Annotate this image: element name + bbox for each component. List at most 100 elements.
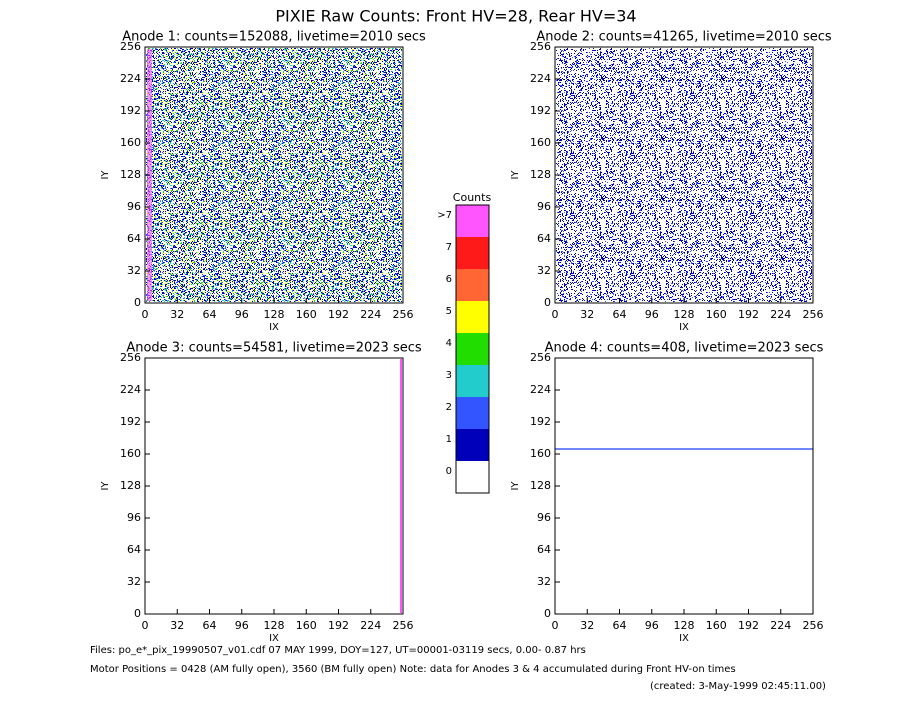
y-tick-label: 64	[537, 543, 551, 556]
colorbar-label: 2	[446, 402, 452, 413]
colorbar-frame	[455, 204, 490, 494]
y-tick-label: 96	[127, 511, 141, 524]
y-tick-label: 32	[537, 575, 551, 588]
x-axis-label: IX	[679, 633, 689, 644]
x-axis-label: IX	[679, 322, 689, 333]
y-tick-label: 224	[120, 72, 141, 85]
x-tick-label: 192	[738, 308, 759, 321]
x-tick-label: 128	[264, 619, 285, 632]
x-tick-label: 224	[770, 619, 791, 632]
heatmap-texture	[146, 48, 402, 302]
x-tick-label: 96	[645, 308, 659, 321]
y-tick-label: 192	[120, 104, 141, 117]
colorbar-swatch	[456, 269, 489, 301]
heatmap-texture	[556, 48, 812, 302]
x-tick-label: 256	[393, 308, 414, 321]
y-tick-label: 256	[120, 351, 141, 364]
colorbar-label: 0	[446, 466, 452, 477]
x-tick-label: 256	[803, 308, 824, 321]
colorbar-title: Counts	[453, 191, 492, 204]
colorbar-swatch	[456, 205, 489, 237]
y-tick-label: 96	[127, 200, 141, 213]
colorbar-label: 6	[446, 274, 452, 285]
x-tick-label: 192	[328, 308, 349, 321]
y-tick-label: 64	[537, 232, 551, 245]
y-tick-label: 160	[530, 136, 551, 149]
colorbar-swatch	[456, 333, 489, 365]
y-tick-label: 160	[120, 447, 141, 460]
panel-title: Anode 4: counts=408, livetime=2023 secs	[545, 341, 824, 356]
x-tick-label: 64	[613, 619, 627, 632]
colorbar-swatch	[456, 365, 489, 397]
y-tick-label: 224	[530, 383, 551, 396]
y-tick-label: 32	[537, 264, 551, 277]
y-tick-label: 0	[544, 296, 551, 309]
y-tick-label: 0	[544, 607, 551, 620]
y-axis-label: IY	[100, 170, 111, 180]
x-axis-label: IX	[269, 322, 279, 333]
y-axis-label: IY	[510, 481, 521, 491]
x-tick-label: 0	[552, 619, 559, 632]
colorbar-swatch	[456, 461, 489, 493]
y-tick-label: 256	[530, 351, 551, 364]
x-axis-label: IX	[269, 633, 279, 644]
x-tick-label: 224	[770, 308, 791, 321]
x-tick-label: 160	[296, 619, 317, 632]
x-tick-label: 160	[296, 308, 317, 321]
panel-title: Anode 3: counts=54581, livetime=2023 sec…	[126, 341, 422, 356]
x-tick-label: 32	[580, 308, 594, 321]
footer-line: Motor Positions = 0428 (AM fully open), …	[90, 664, 736, 675]
y-tick-label: 96	[537, 511, 551, 524]
y-tick-label: 192	[120, 415, 141, 428]
colorbar-label: 7	[446, 242, 452, 253]
panel-title: Anode 1: counts=152088, livetime=2010 se…	[122, 30, 426, 45]
x-tick-label: 160	[706, 619, 727, 632]
x-tick-label: 192	[328, 619, 349, 632]
y-tick-label: 224	[120, 383, 141, 396]
figure-title: PIXIE Raw Counts: Front HV=28, Rear HV=3…	[275, 7, 636, 26]
colorbar-label: 3	[446, 370, 452, 381]
y-tick-label: 128	[120, 479, 141, 492]
y-axis-label: IY	[100, 481, 111, 491]
x-tick-label: 32	[580, 619, 594, 632]
x-tick-label: 128	[674, 619, 695, 632]
colorbar-swatch	[456, 237, 489, 269]
y-tick-label: 32	[127, 575, 141, 588]
x-tick-label: 96	[235, 308, 249, 321]
footer-line: (created: 3-May-1999 02:45:11.00)	[650, 681, 826, 692]
y-tick-label: 192	[530, 415, 551, 428]
colorbar-swatch	[456, 301, 489, 333]
y-tick-label: 128	[530, 479, 551, 492]
x-tick-label: 0	[142, 308, 149, 321]
y-tick-label: 160	[530, 447, 551, 460]
colorbar-label: 1	[446, 434, 452, 445]
y-tick-label: 96	[537, 200, 551, 213]
colorbar-swatch	[456, 397, 489, 429]
y-tick-label: 128	[120, 168, 141, 181]
colorbar-swatch	[456, 429, 489, 461]
x-tick-label: 224	[360, 619, 381, 632]
y-tick-label: 128	[530, 168, 551, 181]
y-tick-label: 64	[127, 232, 141, 245]
y-tick-label: 0	[134, 607, 141, 620]
x-tick-label: 128	[264, 308, 285, 321]
edge-line	[400, 359, 402, 613]
x-tick-label: 96	[645, 619, 659, 632]
y-axis-label: IY	[510, 170, 521, 180]
colorbar-label: >7	[437, 210, 452, 221]
x-tick-label: 96	[235, 619, 249, 632]
y-tick-label: 32	[127, 264, 141, 277]
y-tick-label: 64	[127, 543, 141, 556]
panel-title: Anode 2: counts=41265, livetime=2010 sec…	[536, 30, 832, 45]
y-tick-label: 256	[120, 40, 141, 53]
x-tick-label: 64	[613, 308, 627, 321]
y-tick-label: 0	[134, 296, 141, 309]
y-tick-label: 224	[530, 72, 551, 85]
x-tick-label: 128	[674, 308, 695, 321]
colorbar-label: 4	[446, 338, 452, 349]
x-tick-label: 32	[170, 308, 184, 321]
plot-frame	[554, 357, 814, 615]
y-tick-label: 192	[530, 104, 551, 117]
colorbar-label: 5	[446, 306, 452, 317]
x-tick-label: 32	[170, 619, 184, 632]
